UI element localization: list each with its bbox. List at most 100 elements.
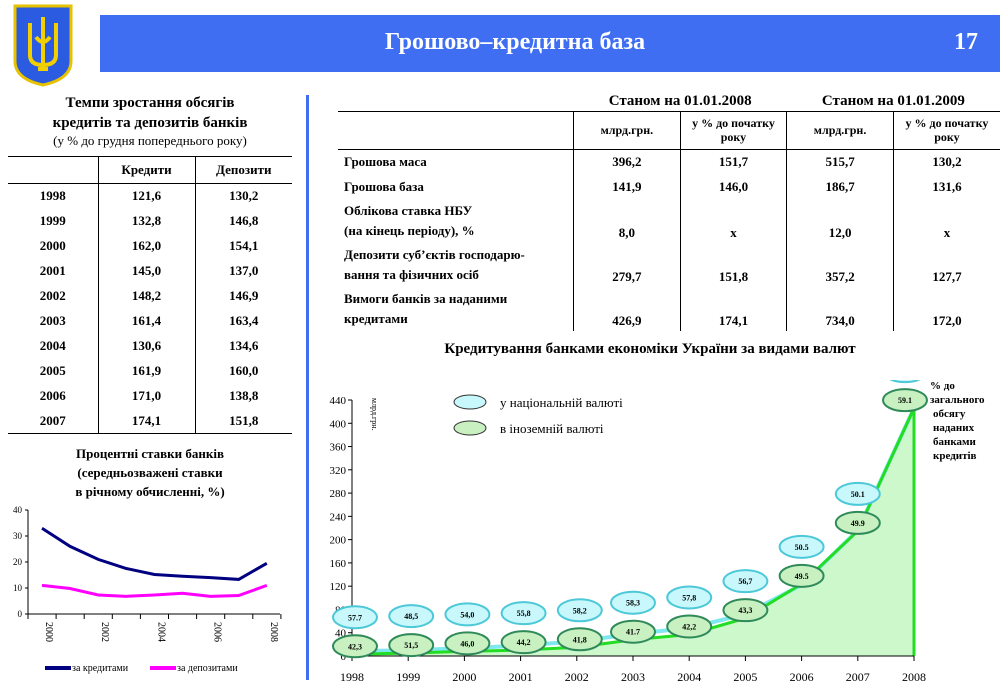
table-cell: 130,2 bbox=[892, 149, 1000, 174]
foreign-share-bubble bbox=[500, 630, 547, 655]
note-line: % до bbox=[930, 380, 955, 392]
table-row: 2001 145,0 137,0 bbox=[8, 258, 292, 284]
foreign-share-label: 41,8 bbox=[573, 635, 587, 644]
national-share-label: 57.7 bbox=[348, 613, 362, 622]
y-tick-label: 400 bbox=[330, 418, 347, 430]
table-cell: 515,7 bbox=[786, 149, 894, 174]
table-cell: 162,0 bbox=[98, 233, 196, 259]
table-cell: х bbox=[892, 199, 1000, 243]
growth-table: Кредити Депозити 1998 121,6 130,2 1999 132,8 14… bbox=[8, 156, 292, 434]
foreign-share-label: 51,5 bbox=[404, 641, 418, 650]
y-tick-label: 360 bbox=[330, 442, 347, 454]
national-share-bubble bbox=[666, 585, 713, 610]
table-cell: х bbox=[679, 199, 787, 243]
table-cell: 2001 bbox=[8, 258, 99, 284]
table-cell: 141,9 bbox=[573, 174, 681, 199]
header-bar: Грошово–кредитна база 17 bbox=[100, 15, 1000, 72]
table-cell: 161,4 bbox=[98, 308, 196, 334]
foreign-share-label: 59.1 bbox=[898, 396, 912, 405]
row-label-line: (на кінець періоду), % bbox=[344, 223, 475, 238]
y-tick-label: 20 bbox=[13, 557, 23, 567]
table-cell: 426,9 bbox=[573, 287, 681, 331]
note-line: загального bbox=[930, 394, 985, 406]
foreign-share-bubble bbox=[778, 563, 825, 588]
table-cell: 121,6 bbox=[98, 183, 196, 209]
x-tick-label: 2006 bbox=[790, 670, 814, 684]
table-cell: 734,0 bbox=[786, 287, 894, 331]
table-cell: 8,0 bbox=[573, 199, 681, 243]
y-axis-label: млрд.грн. bbox=[370, 398, 379, 431]
foreign-share-label: 42,2 bbox=[682, 622, 696, 631]
table-cell: 2002 bbox=[8, 283, 99, 309]
credit-rate-line bbox=[41, 526, 268, 581]
table-cell: 148,2 bbox=[98, 283, 196, 309]
national-share-label: 50.5 bbox=[795, 543, 809, 552]
rates-chart-title: Процентні ставки банків (середньозважені … bbox=[0, 444, 300, 501]
table-cell: 2006 bbox=[8, 383, 99, 409]
table-cell: 131,6 bbox=[892, 174, 1000, 199]
foreign-share-bubble bbox=[834, 510, 881, 535]
deposit-rate-line bbox=[41, 583, 268, 598]
x-tick-label: 2001 bbox=[509, 670, 533, 684]
table-cell: 151,7 bbox=[679, 149, 787, 174]
table-cell: 145,0 bbox=[98, 258, 196, 284]
row-label-line: вання та фізичних осіб bbox=[344, 267, 479, 282]
rates-chart: 0 10 20 30 40 2000 2002 2004 2006 2008 за кредитам… bbox=[13, 505, 282, 674]
note-line: банками bbox=[933, 436, 976, 448]
x-tick-label: 2000 bbox=[452, 670, 476, 684]
x-tick-label: 1998 bbox=[340, 670, 364, 684]
row-label: Вимоги банків за наданими кредитами bbox=[338, 287, 574, 331]
table-cell: 174,1 bbox=[679, 287, 787, 331]
y-tick-label: 440 bbox=[330, 395, 347, 407]
table-cell: 172,0 bbox=[892, 287, 1000, 331]
table-row: 1999 132,8 146,8 bbox=[8, 208, 292, 234]
row-label-line: Депозити суб’єктів господарю- bbox=[344, 247, 525, 262]
foreign-share-label: 44,2 bbox=[517, 638, 531, 647]
table-cell: 12,0 bbox=[786, 199, 894, 243]
title-line: (середньозважені ставки bbox=[77, 465, 223, 480]
table-cell: 146,8 bbox=[229, 213, 259, 228]
national-share-bubble bbox=[722, 569, 769, 594]
table-row: 2000 162,0 154,1 bbox=[8, 233, 292, 259]
legend-swatch bbox=[453, 394, 487, 410]
title-line: в річному обчисленні, %) bbox=[75, 484, 225, 499]
growth-table-title: Темпи зростання обсягів кредитів та депоз… bbox=[0, 93, 300, 133]
foreign-share-bubble bbox=[882, 388, 928, 413]
column-header: млрд.грн. bbox=[573, 111, 681, 149]
title-line: кредитів та депозитів банків bbox=[52, 115, 248, 131]
national-share-label: 54,0 bbox=[460, 610, 474, 619]
row-label: Грошова маса bbox=[338, 149, 574, 174]
legend-label: за кредитами bbox=[72, 663, 129, 674]
table-row: 2007 174,1 151,8 bbox=[8, 408, 292, 434]
x-tick-label: 2004 bbox=[155, 622, 166, 642]
table-cell: 132,8 bbox=[98, 208, 196, 234]
y-tick-label: 240 bbox=[330, 511, 347, 523]
note-line: обсягу bbox=[933, 408, 966, 420]
foreign-share-bubble bbox=[666, 614, 713, 639]
national-share-label: 57,8 bbox=[682, 593, 696, 602]
table-cell: 163,4 bbox=[229, 313, 259, 328]
national-share-bubble bbox=[332, 605, 378, 630]
table-row: Грошова база 141,9 146,0 186,7 131,6 bbox=[338, 174, 1000, 199]
legend-label: в іноземній валюті bbox=[500, 421, 604, 436]
table-cell: 2003 bbox=[8, 308, 99, 334]
row-label: Облікова ставка НБУ (на кінець періоду), … bbox=[338, 199, 574, 243]
x-tick-label: 2002 bbox=[99, 622, 110, 642]
foreign-share-bubble bbox=[444, 631, 491, 656]
table-cell: 130,6 bbox=[98, 333, 196, 359]
column-header: Кредити bbox=[98, 156, 196, 184]
national-share-bubble bbox=[444, 602, 491, 627]
table-cell: 279,7 bbox=[573, 243, 681, 287]
y-tick-label: 10 bbox=[13, 583, 23, 593]
column-header: млрд.грн. bbox=[786, 111, 894, 149]
x-tick-label: 2004 bbox=[677, 670, 701, 684]
row-label-line: Грошова маса bbox=[344, 153, 427, 169]
table-cell: 146,9 bbox=[229, 288, 259, 303]
period-header: Станом на 01.01.2008 bbox=[608, 92, 752, 109]
row-label: Грошова база bbox=[338, 174, 574, 199]
table-cell: 130,2 bbox=[229, 188, 259, 204]
table-row: 2005 161,9 160,0 bbox=[8, 358, 292, 384]
table-cell: 127,7 bbox=[892, 243, 1000, 287]
note-line: наданих bbox=[933, 422, 975, 434]
growth-table-subtitle: (у % до грудня попереднього року) bbox=[53, 133, 247, 148]
